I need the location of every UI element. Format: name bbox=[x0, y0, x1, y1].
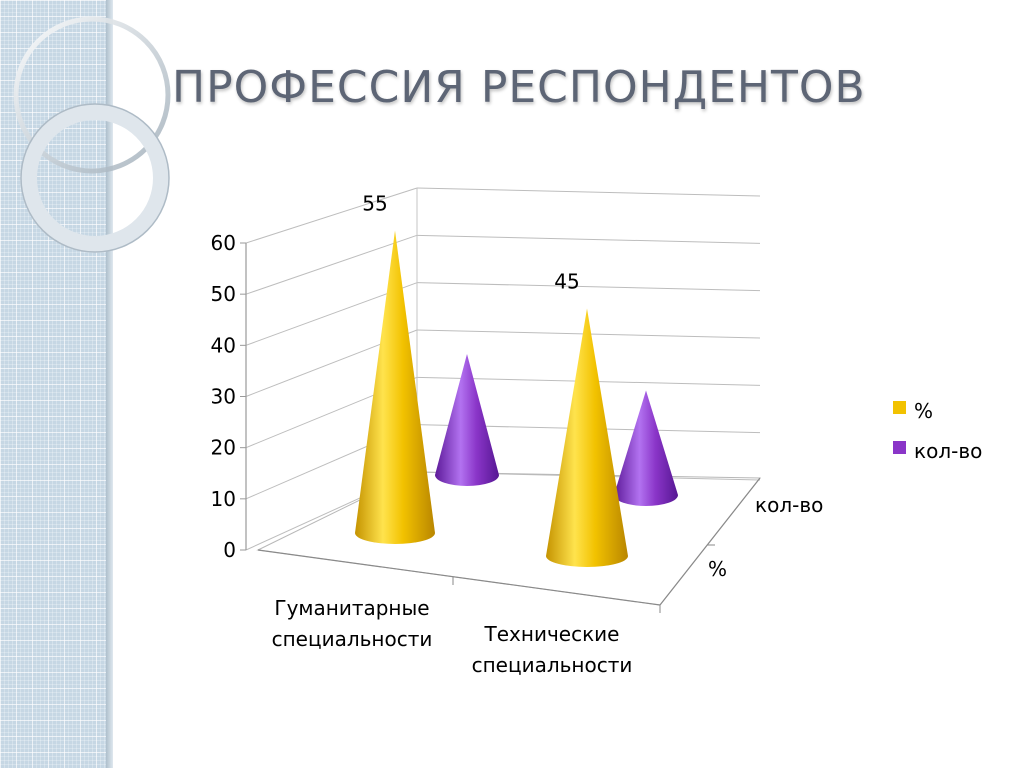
gridline-back bbox=[416, 234, 761, 244]
data-labels: 55 45 bbox=[362, 192, 579, 294]
y-axis-ticks: 0 10 20 30 40 50 60 bbox=[211, 231, 246, 562]
depth-axis-labels: кол-во% bbox=[708, 493, 823, 581]
legend-swatch bbox=[893, 441, 906, 454]
x-axis-category-label: Гуманитарные bbox=[274, 596, 429, 620]
y-tick-label: 60 bbox=[211, 231, 236, 255]
legend-swatch bbox=[893, 401, 906, 414]
x-axis-line bbox=[257, 549, 661, 606]
chart-cones bbox=[355, 230, 678, 567]
chart-gridlines bbox=[245, 187, 761, 551]
x-axis-category-label: специальности bbox=[472, 653, 633, 677]
slide-title: ПРОФЕССИЯ РЕСПОНДЕНТОВ bbox=[172, 62, 866, 113]
decorative-rings bbox=[13, 16, 171, 253]
depth-axis-line bbox=[659, 477, 761, 606]
data-label: 55 bbox=[362, 192, 387, 216]
decorative-ring-small-edge bbox=[20, 103, 170, 253]
chart-floor bbox=[256, 471, 762, 606]
y-tick-label: 30 bbox=[211, 385, 236, 409]
decorative-ring-small bbox=[21, 104, 169, 252]
gridline-side bbox=[245, 234, 418, 295]
y-tick-label: 20 bbox=[211, 436, 236, 460]
cone-count-0 bbox=[435, 354, 499, 486]
legend-label: % bbox=[914, 399, 933, 423]
x-axis-labels: Гуманитарные специальности Технические спец… bbox=[272, 596, 633, 677]
chart-legend: % кол-во bbox=[893, 399, 982, 463]
cone-percent-0 bbox=[355, 230, 435, 544]
y-tick-label: 40 bbox=[211, 333, 236, 357]
gridline-side bbox=[245, 187, 418, 244]
y-tick-label: 10 bbox=[211, 487, 236, 511]
gridline-back bbox=[416, 282, 761, 292]
cone-percent-1 bbox=[546, 308, 628, 567]
depth-axis-label: кол-во bbox=[755, 493, 823, 517]
gridline-back bbox=[416, 187, 761, 197]
legend-label: кол-во bbox=[914, 439, 982, 463]
chart-walls bbox=[245, 188, 762, 613]
depth-axis-label: % bbox=[708, 557, 727, 581]
decorative-ring-large bbox=[13, 16, 171, 174]
sidebar-edge bbox=[106, 0, 113, 768]
x-axis-category-label: специальности bbox=[272, 627, 433, 651]
y-tick-label: 0 bbox=[223, 538, 236, 562]
y-tick-label: 50 bbox=[211, 282, 236, 306]
data-label: 45 bbox=[554, 270, 579, 294]
x-axis-category-label: Технические bbox=[484, 622, 620, 646]
cone-count-1 bbox=[614, 390, 678, 506]
